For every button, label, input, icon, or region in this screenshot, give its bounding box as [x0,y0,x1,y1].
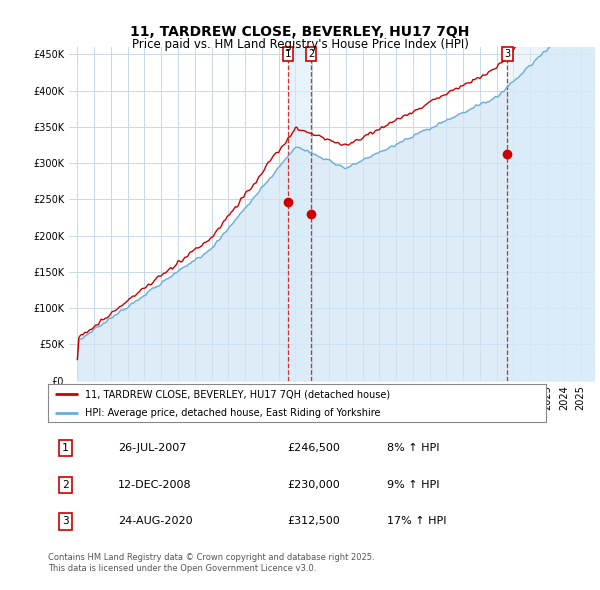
Bar [288,47,311,381]
Text: 11, TARDREW CLOSE, BEVERLEY, HU17 7QH: 11, TARDREW CLOSE, BEVERLEY, HU17 7QH [130,25,470,40]
Text: 12-DEC-2008: 12-DEC-2008 [118,480,191,490]
Text: 2: 2 [308,49,314,59]
Text: 1: 1 [62,443,69,453]
Text: 24-AUG-2020: 24-AUG-2020 [118,516,193,526]
Text: 17% ↑ HPI: 17% ↑ HPI [386,516,446,526]
Text: 11, TARDREW CLOSE, BEVERLEY, HU17 7QH (detached house): 11, TARDREW CLOSE, BEVERLEY, HU17 7QH (d… [85,389,391,399]
Text: 2: 2 [62,480,69,490]
Text: £230,000: £230,000 [287,480,340,490]
Text: 8% ↑ HPI: 8% ↑ HPI [386,443,439,453]
Text: Price paid vs. HM Land Registry's House Price Index (HPI): Price paid vs. HM Land Registry's House … [131,38,469,51]
Text: 3: 3 [62,516,69,526]
Text: 9% ↑ HPI: 9% ↑ HPI [386,480,439,490]
Text: Contains HM Land Registry data © Crown copyright and database right 2025.
This d: Contains HM Land Registry data © Crown c… [48,553,374,573]
Text: 3: 3 [505,49,511,59]
Text: HPI: Average price, detached house, East Riding of Yorkshire: HPI: Average price, detached house, East… [85,408,381,418]
Text: £312,500: £312,500 [287,516,340,526]
Text: £246,500: £246,500 [287,443,340,453]
Text: 1: 1 [285,49,291,59]
Bar [508,47,594,381]
Text: 26-JUL-2007: 26-JUL-2007 [118,443,186,453]
